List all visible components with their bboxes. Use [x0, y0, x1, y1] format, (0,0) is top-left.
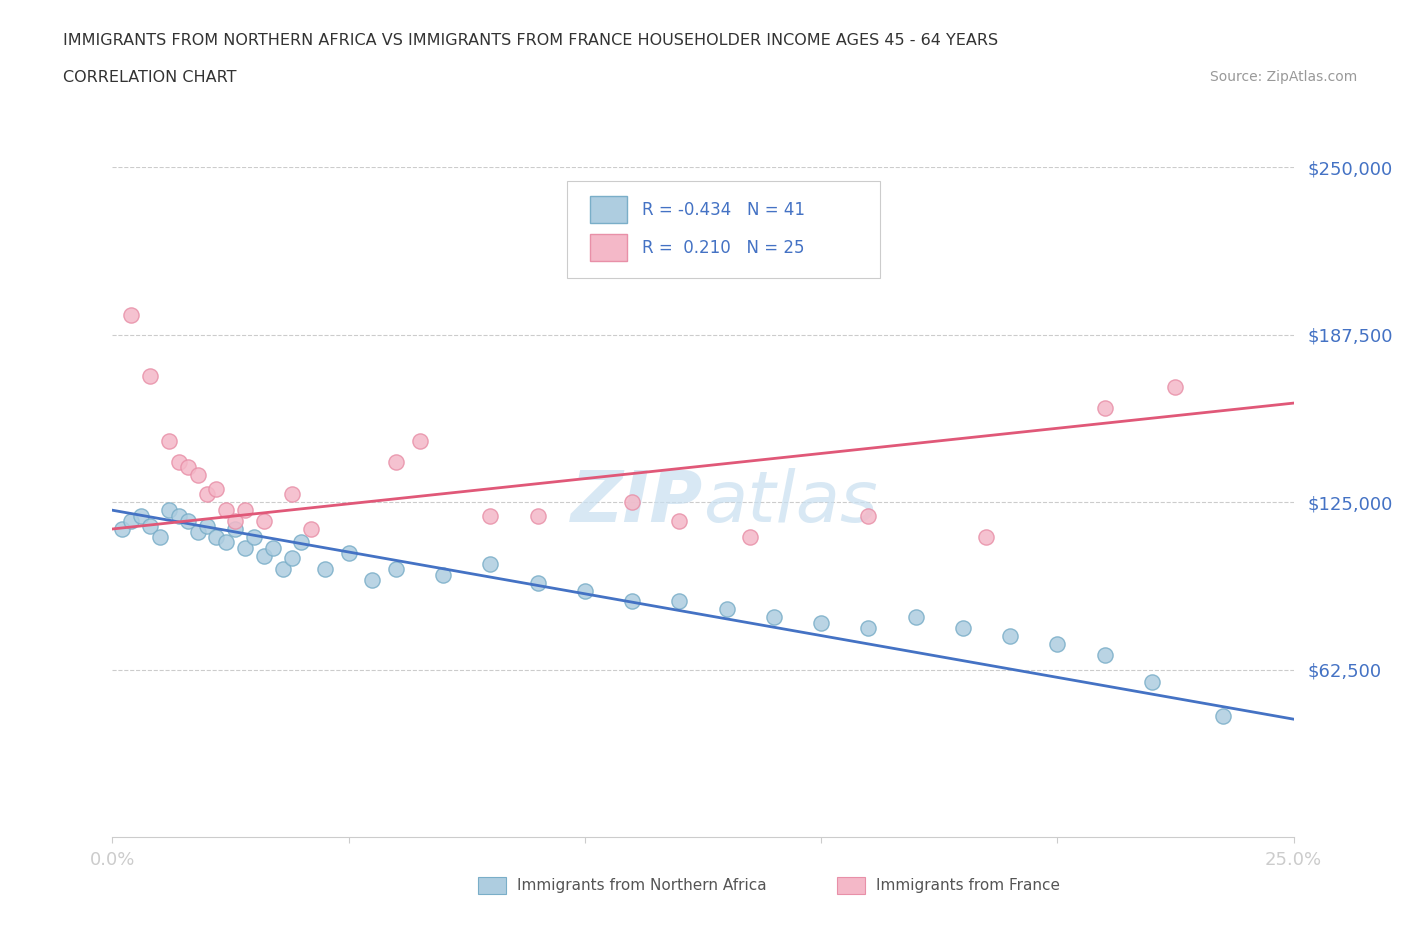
Point	[120, 307, 142, 322]
Point	[858, 508, 880, 523]
Point	[224, 513, 246, 528]
Point	[120, 513, 142, 528]
Point	[149, 529, 172, 544]
Point	[262, 540, 284, 555]
Point	[952, 620, 974, 635]
Point	[281, 551, 304, 565]
Point	[574, 583, 596, 598]
Text: R = -0.434   N = 41: R = -0.434 N = 41	[641, 201, 804, 219]
Text: atlas: atlas	[703, 468, 877, 537]
Point	[186, 468, 208, 483]
Point	[157, 503, 180, 518]
Point	[233, 503, 256, 518]
FancyBboxPatch shape	[567, 180, 880, 278]
Point	[253, 513, 276, 528]
Text: CORRELATION CHART: CORRELATION CHART	[63, 70, 236, 85]
Point	[810, 616, 832, 631]
Point	[215, 503, 238, 518]
Point	[1046, 637, 1069, 652]
Point	[361, 573, 384, 588]
Point	[224, 522, 246, 537]
Bar	[589, 234, 627, 261]
Point	[186, 525, 208, 539]
Point	[177, 460, 200, 475]
Point	[253, 549, 276, 564]
Point	[716, 602, 738, 617]
Text: Source: ZipAtlas.com: Source: ZipAtlas.com	[1209, 70, 1357, 84]
Point	[290, 535, 312, 550]
Point	[167, 508, 190, 523]
Point	[167, 455, 190, 470]
Point	[299, 522, 322, 537]
Point	[314, 562, 336, 577]
Text: Immigrants from Northern Africa: Immigrants from Northern Africa	[517, 878, 768, 893]
Point	[762, 610, 785, 625]
Point	[740, 529, 762, 544]
Point	[215, 535, 238, 550]
Point	[1212, 709, 1234, 724]
Point	[385, 455, 408, 470]
Point	[408, 433, 430, 448]
Point	[139, 369, 162, 384]
Point	[1094, 647, 1116, 662]
Point	[195, 486, 218, 501]
Point	[205, 529, 228, 544]
Point	[1164, 379, 1187, 394]
Point	[976, 529, 998, 544]
Point	[233, 540, 256, 555]
Point	[432, 567, 454, 582]
Text: R =  0.210   N = 25: R = 0.210 N = 25	[641, 239, 804, 257]
Point	[526, 575, 548, 590]
Point	[139, 519, 162, 534]
Point	[271, 562, 294, 577]
Point	[243, 529, 266, 544]
Point	[129, 508, 152, 523]
Text: IMMIGRANTS FROM NORTHERN AFRICA VS IMMIGRANTS FROM FRANCE HOUSEHOLDER INCOME AGE: IMMIGRANTS FROM NORTHERN AFRICA VS IMMIG…	[63, 33, 998, 47]
Point	[157, 433, 180, 448]
Point	[668, 513, 690, 528]
Point	[195, 519, 218, 534]
Point	[1094, 401, 1116, 416]
Point	[904, 610, 927, 625]
Point	[177, 513, 200, 528]
Point	[526, 508, 548, 523]
Point	[858, 620, 880, 635]
Point	[1140, 674, 1163, 689]
Point	[479, 508, 502, 523]
Point	[621, 495, 644, 510]
Point	[385, 562, 408, 577]
Point	[668, 594, 690, 609]
Text: ZIP: ZIP	[571, 468, 703, 537]
Point	[111, 522, 134, 537]
Point	[998, 629, 1021, 644]
Point	[479, 556, 502, 571]
Bar	[589, 196, 627, 223]
Point	[621, 594, 644, 609]
Point	[281, 486, 304, 501]
Point	[337, 546, 360, 561]
Text: Immigrants from France: Immigrants from France	[876, 878, 1060, 893]
Point	[205, 482, 228, 497]
